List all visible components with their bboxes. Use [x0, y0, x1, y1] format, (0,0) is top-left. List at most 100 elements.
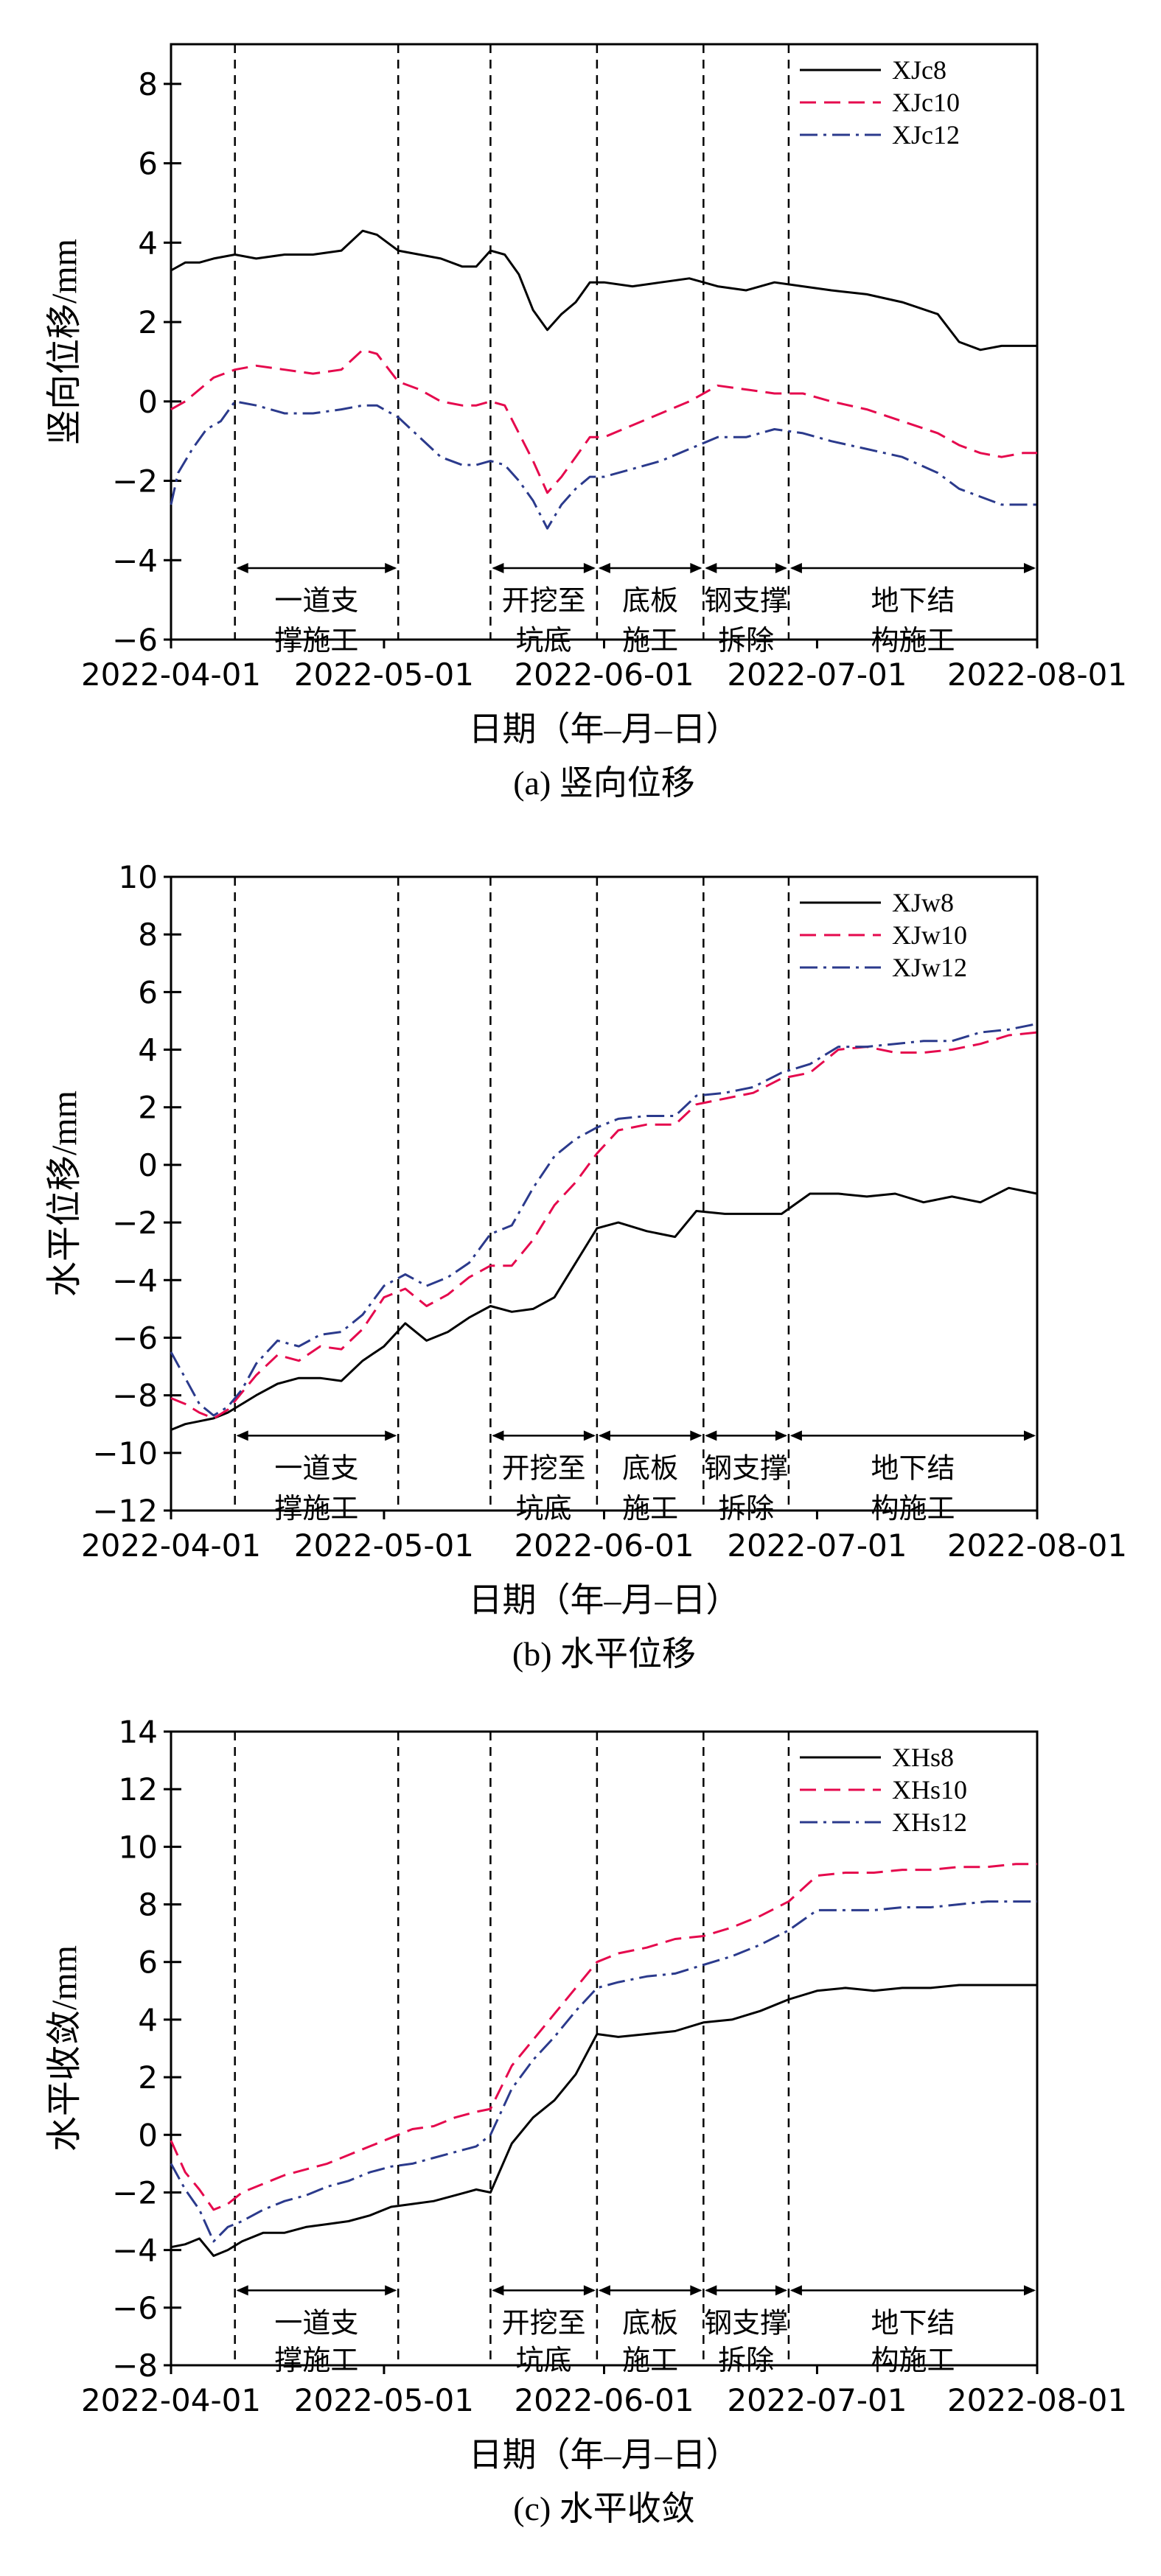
phase-arrow-head-left [236, 1430, 248, 1441]
x-tick-label: 2022-05-01 [294, 657, 474, 693]
x-tick-label: 2022-07-01 [727, 2382, 907, 2418]
phase-arrow-head-left [492, 2285, 504, 2296]
legend-label: XJw8 [892, 888, 954, 917]
x-tick-label: 2022-05-01 [294, 1527, 474, 1564]
y-axis-title: 竖向位移/mm [45, 239, 84, 445]
phase-arrow-head-right [690, 563, 702, 574]
phase-arrow-head-left [705, 563, 717, 574]
series-line-xhs8 [170, 1984, 1037, 2257]
x-tick-label: 2022-04-01 [81, 1527, 261, 1564]
x-tick-label: 2022-04-01 [81, 657, 261, 693]
phase-label-line: 开挖至 [502, 2306, 586, 2339]
y-tick-label: −8 [112, 2348, 158, 2384]
phase-arrow-head-right [385, 563, 397, 574]
phase-label-line: 撑施工 [274, 624, 358, 657]
phase-arrow-head-left [789, 2285, 802, 2296]
legend: XJw8 XJw10 XJw12 [800, 888, 967, 982]
y-tick-label: −12 [92, 1493, 158, 1529]
x-tick-label: 2022-08-01 [947, 1527, 1127, 1564]
y-tick-label: 2 [138, 304, 158, 340]
figure-caption: (c) 水平收敛 [513, 2490, 695, 2527]
y-tick-label: 6 [138, 974, 158, 1010]
y-tick-label: −4 [112, 2233, 158, 2269]
phase-label-line: 地下结 [871, 1452, 955, 1484]
y-tick-label: 8 [138, 1887, 158, 1923]
phase-label-line: 构施工 [871, 1492, 955, 1525]
phase-label-line: 开挖至 [502, 1452, 586, 1484]
phase-label-line: 施工 [622, 1492, 678, 1525]
x-tick-label: 2022-04-01 [81, 2382, 261, 2418]
y-tick-label: −6 [112, 622, 158, 658]
phase-label-line: 施工 [622, 624, 678, 657]
y-tick-label: 14 [119, 1717, 158, 1750]
chart-panel-horizontal-convergence: −8 −6 −4 −2 0 2 4 6 8 10 12 14 2022-04-01 2022-05-01 2… [45, 1717, 1127, 2527]
phase-label-line: 底板 [622, 1452, 678, 1484]
chart-panel-vertical-displacement: −6 −4 −2 0 2 4 6 8 2022-04-01 2022-05-01 2022-06-0… [45, 43, 1127, 802]
phase-label-line: 拆除 [718, 624, 774, 657]
phase-arrow-head-right [583, 563, 596, 574]
phase-arrow-head-left [789, 1430, 802, 1441]
phase-label-line: 构施工 [871, 2344, 955, 2376]
y-tick-label: −2 [112, 2174, 158, 2211]
x-tick-label: 2022-07-01 [727, 1527, 907, 1564]
legend-label: XHs12 [892, 1807, 967, 1837]
phase-label-line: 钢支撑 [704, 584, 788, 617]
phase-label-line: 地下结 [871, 2306, 955, 2339]
phase-arrow-head-left [236, 563, 248, 574]
phase-label-line: 施工 [622, 2344, 678, 2376]
phase-arrow-head-left [598, 1430, 610, 1441]
phase-arrow-head-right [690, 2285, 702, 2296]
y-tick-label: 0 [138, 2117, 158, 2153]
phase-label-line: 钢支撑 [704, 1452, 788, 1484]
phase-arrow-head-right [385, 2285, 397, 2296]
phase-label-line: 撑施工 [274, 1492, 358, 1525]
phase-arrow-head-right [1024, 1430, 1036, 1441]
phase-label-line: 拆除 [718, 1492, 774, 1525]
series-line-xhs10 [170, 1863, 1037, 2211]
series-line-xhs12 [170, 1900, 1037, 2243]
x-tick-label: 2022-08-01 [947, 657, 1127, 693]
y-axis-title: 水平收敛/mm [45, 1945, 84, 2152]
y-tick-label: 6 [138, 146, 158, 182]
phase-arrow-head-right [1024, 2285, 1036, 2296]
y-tick-label: 4 [138, 225, 158, 261]
x-tick-label: 2022-06-01 [514, 657, 694, 693]
y-tick-label: −8 [112, 1378, 158, 1414]
phase-arrow-head-left [789, 563, 802, 574]
phase-label-line: 构施工 [871, 624, 955, 657]
phase-arrow-head-right [583, 2285, 596, 2296]
phase-label-line: 撑施工 [274, 2344, 358, 2376]
series-line-xjc10 [170, 349, 1037, 494]
y-tick-label: 6 [138, 1945, 158, 1981]
y-tick-label: 4 [138, 1032, 158, 1068]
y-tick-label: 12 [119, 1771, 158, 1807]
phase-arrow-head-left [492, 563, 504, 574]
x-tick-label: 2022-05-01 [294, 2382, 474, 2418]
y-tick-label: −4 [112, 1262, 158, 1298]
figure-caption: (a) 竖向位移 [513, 764, 695, 802]
phase-arrow-head-right [385, 1430, 397, 1441]
y-tick-label: 0 [138, 1147, 158, 1183]
phase-arrow-head-left [705, 1430, 717, 1441]
legend-label: XJw12 [892, 953, 967, 982]
y-tick-label: 8 [138, 917, 158, 953]
series-line-xjw12 [170, 1022, 1038, 1417]
y-tick-label: 0 [138, 384, 158, 420]
legend-label: XHs10 [892, 1775, 967, 1805]
phase-label-line: 坑底 [516, 1492, 572, 1525]
phase-label-line: 底板 [622, 584, 678, 617]
y-tick-label: −2 [112, 463, 158, 500]
phase-label-line: 拆除 [718, 2344, 774, 2376]
x-tick-label: 2022-08-01 [947, 2382, 1127, 2418]
y-tick-label: 2 [138, 2059, 158, 2096]
phase-label-line: 坑底 [516, 624, 572, 657]
phase-arrow-head-right [775, 563, 787, 574]
x-axis-title: 日期（年–月–日） [469, 710, 740, 748]
y-tick-label: −10 [92, 1435, 158, 1471]
